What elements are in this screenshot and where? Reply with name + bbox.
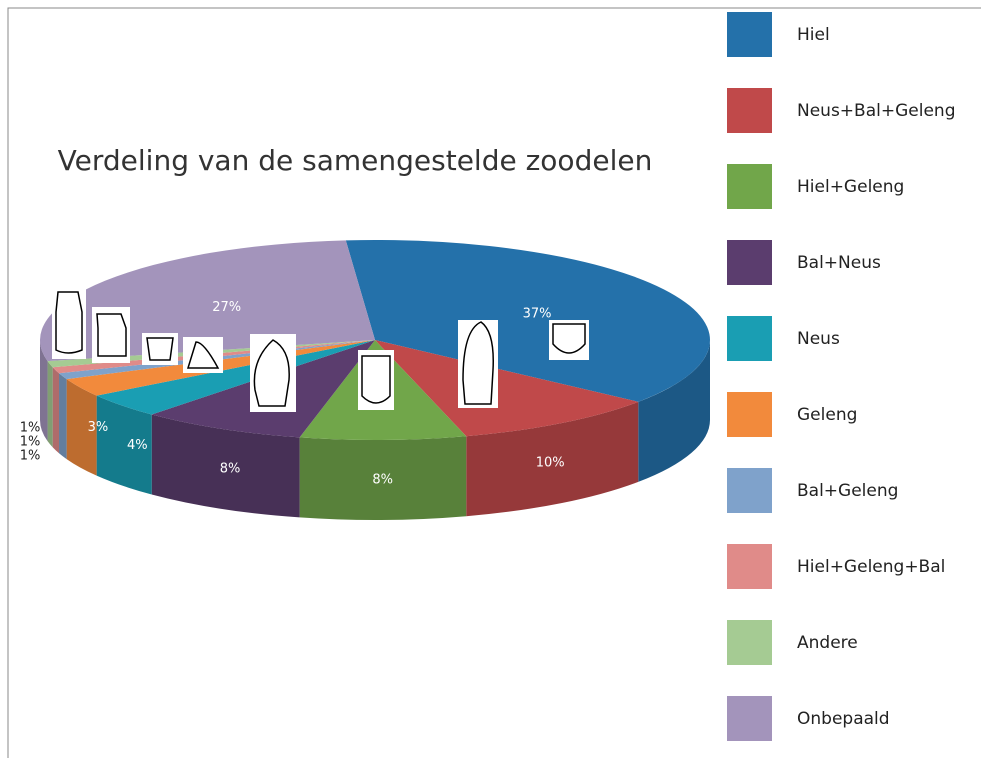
chart-title: Verdeling van de samengestelde zoodelen [58, 144, 653, 177]
data-label: 37% [523, 306, 552, 321]
pie-side [638, 340, 710, 482]
legend-swatch [727, 696, 772, 741]
data-label: 3% [88, 420, 109, 435]
pie-side [66, 379, 97, 476]
legend-swatch [727, 240, 772, 285]
legend-label: Bal+Neus [797, 253, 881, 273]
shoe-icons [52, 287, 589, 412]
legend-swatch [727, 620, 772, 665]
chart-frame [7, 7, 981, 758]
data-label: 4% [127, 438, 148, 453]
legend-swatch [727, 164, 772, 209]
pie-side [299, 436, 467, 520]
pie-slice [375, 340, 639, 437]
legend-label: Hiel+Geleng+Bal [797, 557, 945, 577]
pie-side [59, 373, 67, 460]
legend-swatch [727, 316, 772, 361]
legend-swatch [727, 88, 772, 133]
data-label: 27% [212, 300, 241, 315]
legend-label: Andere [797, 633, 858, 653]
pie-side [466, 401, 639, 517]
data-label: 10% [536, 456, 565, 471]
data-label: 1% [20, 421, 41, 436]
legend-label: Onbepaald [797, 709, 890, 729]
pie-slice [96, 340, 375, 415]
pie-side [96, 395, 152, 495]
data-label: 1% [20, 449, 41, 464]
pie-side [40, 340, 48, 442]
legend-label: Neus [797, 329, 840, 349]
legend-label: Bal+Geleng [797, 481, 898, 501]
legend-swatch [727, 544, 772, 589]
pie-side [47, 361, 53, 448]
pie-side [52, 367, 60, 454]
legend-swatch [727, 468, 772, 513]
data-label: 8% [220, 461, 241, 476]
legend-swatch [727, 392, 772, 437]
data-label: 1% [20, 435, 41, 450]
pie-side [151, 414, 300, 518]
legend-label: Geleng [797, 405, 857, 425]
data-label: 8% [372, 472, 393, 487]
legend-label: Neus+Bal+Geleng [797, 101, 955, 121]
legend-label: Hiel+Geleng [797, 177, 904, 197]
legend-swatch [727, 12, 772, 57]
legend-label: Hiel [797, 25, 830, 45]
pie-slice [345, 240, 710, 402]
